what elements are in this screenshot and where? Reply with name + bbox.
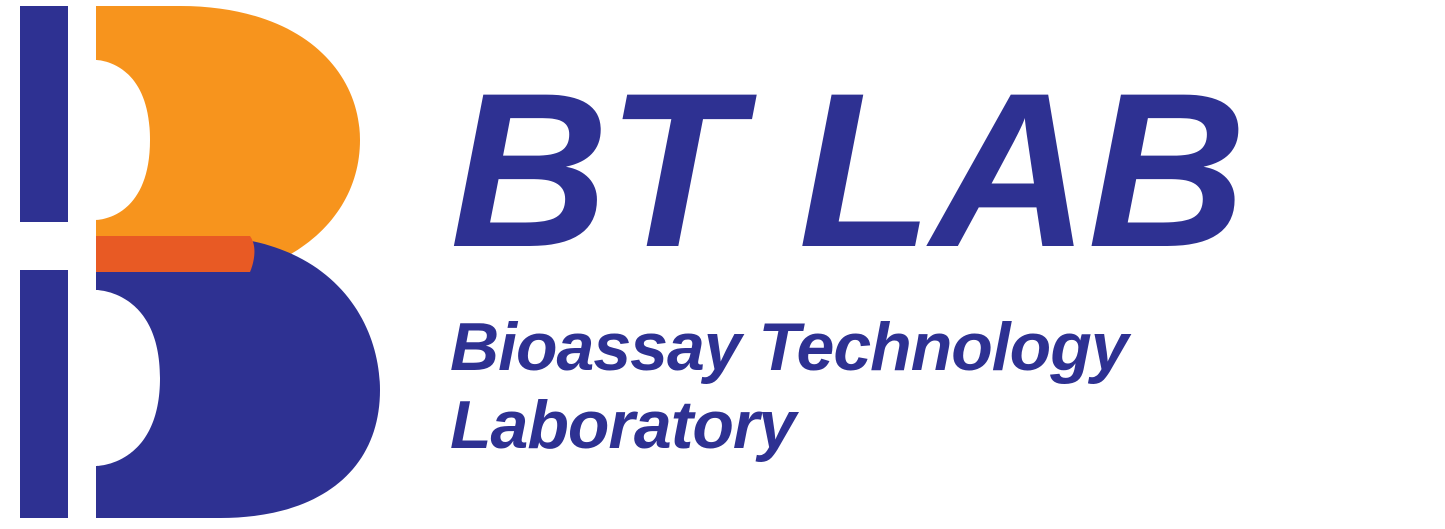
left-stem-bottom [20,270,68,518]
logo-mark [0,0,380,524]
upper-lobe [96,6,360,272]
logo-mark-svg [0,0,380,524]
lower-lobe [96,236,380,518]
overlap-band [96,236,254,272]
sub-title-line2: Laboratory [450,387,795,463]
logo-main-title: BT LAB [450,60,1245,280]
sub-title-line1: Bioassay Technology [450,309,1128,385]
logo-container: BT LAB Bioassay Technology Laboratory [0,0,1445,524]
logo-text-block: BT LAB Bioassay Technology Laboratory [450,60,1245,464]
logo-sub-title: Bioassay Technology Laboratory [450,308,1245,464]
left-stem-top [20,6,68,222]
